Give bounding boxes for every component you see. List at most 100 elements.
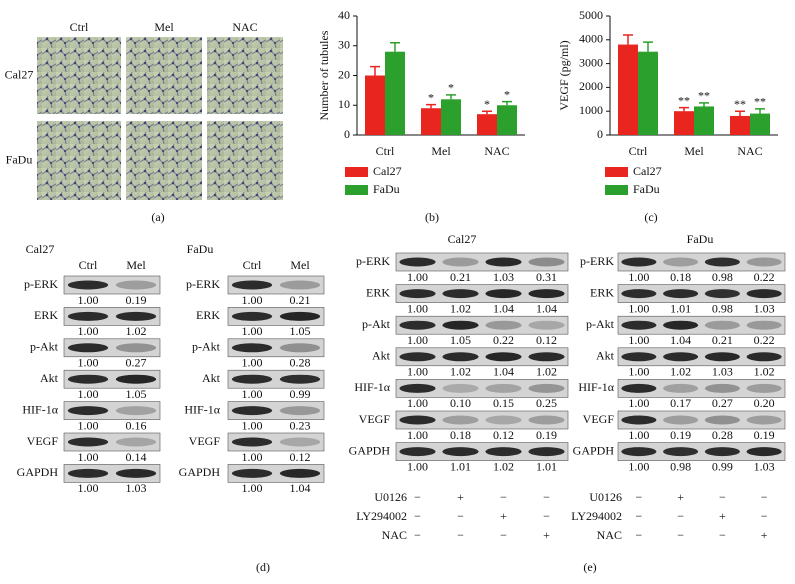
band-quantification: 1.00 <box>628 270 649 284</box>
bar <box>694 106 714 135</box>
protein-label: GAPDH <box>573 443 615 457</box>
treatment-sign: + <box>677 490 684 504</box>
blot-band <box>663 352 699 362</box>
blot-band <box>279 280 321 290</box>
blot-band <box>231 311 273 321</box>
band-quantification: 1.05 <box>450 333 471 347</box>
blot-band <box>67 343 109 353</box>
band-quantification: 0.23 <box>290 418 311 432</box>
blot-band <box>115 468 157 478</box>
protein-label: ERK <box>34 308 58 322</box>
legend-swatch <box>605 167 628 177</box>
band-quantification: 1.00 <box>628 428 649 442</box>
band-quantification: 0.12 <box>493 428 514 442</box>
treatment-label: NAC <box>597 528 622 542</box>
band-quantification: 1.00 <box>78 356 99 370</box>
blot-band <box>528 289 565 299</box>
treatment-sign: − <box>677 509 684 523</box>
protein-label: p-ERK <box>356 254 390 268</box>
band-quantification: 1.03 <box>712 365 733 379</box>
treatment-sign: − <box>635 490 642 504</box>
column-label: NAC <box>232 20 257 34</box>
treatment-sign: − <box>719 528 726 542</box>
blot-band <box>663 289 699 299</box>
blot-band <box>399 383 436 393</box>
protein-label: VEGF <box>27 434 59 448</box>
band-quantification: 1.00 <box>78 387 99 401</box>
lane-label: Mel <box>290 258 310 272</box>
blot-band <box>399 415 436 425</box>
blot-band <box>279 406 321 416</box>
blot-band <box>67 374 109 384</box>
blot-band <box>115 406 157 416</box>
band-quantification: 1.00 <box>407 270 428 284</box>
blot-band <box>663 447 699 457</box>
blot-band <box>704 257 740 267</box>
blot-band <box>231 406 273 416</box>
band-quantification: 0.22 <box>754 270 775 284</box>
micrograph <box>207 37 283 114</box>
blot-band <box>67 280 109 290</box>
legend-label: FaDu <box>373 182 400 196</box>
blot-band <box>231 437 273 447</box>
error-bar <box>426 103 436 109</box>
band-quantification: 0.12 <box>290 450 311 464</box>
band-quantification: 0.12 <box>536 333 557 347</box>
band-quantification: 0.22 <box>493 333 514 347</box>
blot-band <box>485 352 522 362</box>
blot-band <box>485 415 522 425</box>
blot-strip <box>617 379 786 398</box>
blot-strip <box>395 410 569 430</box>
significance: * <box>448 81 454 95</box>
band-quantification: 1.00 <box>407 333 428 347</box>
protein-label: GAPDH <box>179 465 221 479</box>
band-quantification: 1.01 <box>536 459 557 473</box>
blot-band <box>704 447 740 457</box>
treatment-label: U0126 <box>589 490 622 504</box>
blot-band <box>231 343 273 353</box>
treatment-sign: − <box>543 509 550 523</box>
band-quantification: 1.00 <box>242 450 263 464</box>
band-quantification: 1.00 <box>407 396 428 410</box>
treatment-sign: + <box>719 509 726 523</box>
blot-band <box>663 320 699 330</box>
blot-band <box>399 257 436 267</box>
band-quantification: 1.00 <box>242 387 263 401</box>
band-quantification: 1.00 <box>628 396 649 410</box>
blot-band <box>279 343 321 353</box>
blot-band <box>442 447 479 457</box>
blot-band <box>746 352 782 362</box>
protein-label: p-Akt <box>30 340 59 354</box>
band-quantification: 1.00 <box>242 418 263 432</box>
blot-band <box>528 257 565 267</box>
x-tick-label: NAC <box>737 144 762 158</box>
blot-band <box>399 447 436 457</box>
error-bar <box>699 102 709 107</box>
lane-label: Ctrl <box>79 258 98 272</box>
lane-label: Mel <box>126 258 146 272</box>
band-quantification: 1.00 <box>242 293 263 307</box>
treatment-sign: − <box>457 509 464 523</box>
bar <box>421 108 441 135</box>
blot-band <box>704 320 740 330</box>
band-quantification: 1.02 <box>670 365 691 379</box>
band-quantification: 1.01 <box>670 301 691 315</box>
blot-band <box>115 311 157 321</box>
blot-band <box>442 415 479 425</box>
y-axis-label: Number of tubules <box>317 30 331 120</box>
band-quantification: 0.17 <box>670 396 691 410</box>
band-quantification: 1.02 <box>493 459 514 473</box>
error-bar <box>482 110 492 115</box>
x-tick-label: Mel <box>431 144 451 158</box>
micrograph <box>37 37 121 114</box>
blot-band <box>279 374 321 384</box>
panel-label: (b) <box>425 210 439 224</box>
band-quantification: 1.04 <box>670 333 691 347</box>
band-quantification: 0.18 <box>450 428 471 442</box>
column-label: Ctrl <box>70 20 89 34</box>
y-tick-label: 0 <box>597 127 603 141</box>
bar <box>365 75 385 135</box>
blot-title: Cal27 <box>26 242 55 256</box>
blot-band <box>621 320 657 330</box>
blot-band <box>621 383 657 393</box>
